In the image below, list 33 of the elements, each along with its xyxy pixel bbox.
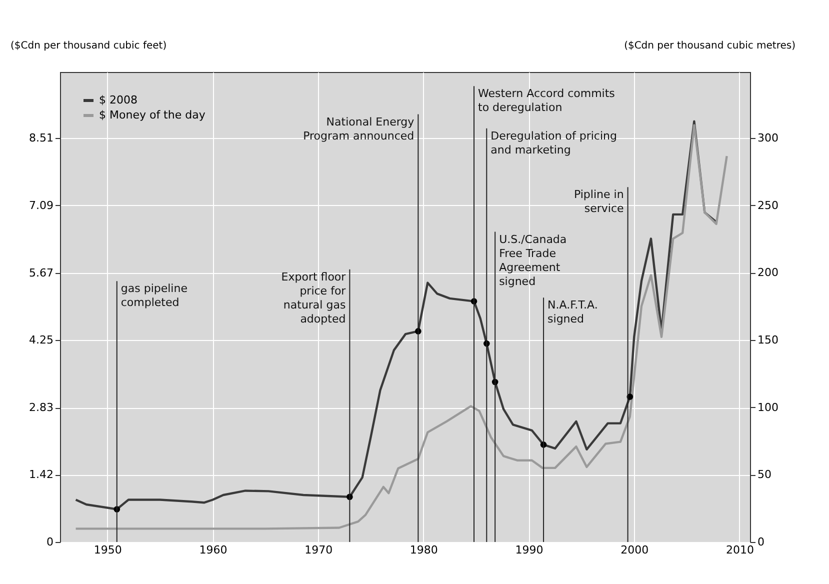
- y2-tick-label: 100: [758, 400, 778, 414]
- ref-line-label: gas pipeline completed: [120, 282, 188, 310]
- y-tick-label: 2.83: [29, 401, 54, 414]
- ref-line-label: Deregulation of pricing and marketing: [490, 129, 617, 156]
- x-tick-label: 1970: [304, 544, 333, 556]
- y-tick-label: 1.42: [29, 468, 54, 482]
- y-tick-label: 7.09: [29, 198, 54, 212]
- y-axis-title: ($Cdn per thousand cubic feet): [10, 40, 167, 52]
- y-tick-label: 8.51: [29, 131, 54, 144]
- y2-tick-label: 150: [758, 333, 778, 346]
- y2-tick-label: 50: [758, 468, 772, 482]
- legend-label: $ 2008: [99, 94, 138, 106]
- x-tick-label: 2010: [726, 544, 754, 556]
- y2-axis-title: ($Cdn per thousand cubic metres): [624, 40, 796, 52]
- x-tick-label: 1990: [515, 544, 544, 556]
- ref-line-label: N.A.F.T.A. signed: [548, 298, 598, 326]
- ref-line-label: Pipline in service: [574, 188, 624, 216]
- ref-line-label: Export floor price for natural gas adopted: [281, 270, 346, 326]
- ref-line-label: U.S./Canada Free Trade Agreement signed: [499, 232, 567, 288]
- y-tick-label: 5.67: [29, 266, 54, 280]
- x-tick-label: 1950: [94, 544, 122, 556]
- ref-line-label: National Energy Program announced: [303, 115, 415, 142]
- y2-tick-label: 300: [758, 131, 778, 144]
- x-tick-label: 1960: [199, 544, 228, 556]
- x-tick-label: 2000: [620, 544, 649, 556]
- legend-label: $ Money of the day: [99, 108, 206, 122]
- y-tick-label: 4.25: [29, 334, 54, 347]
- x-tick-label: 1980: [410, 544, 438, 556]
- y2-tick-label: 250: [758, 198, 778, 212]
- y2-tick-label: 200: [758, 266, 778, 280]
- ref-line-label: Western Accord commits to deregulation: [478, 87, 616, 114]
- y-tick-label: 0: [46, 536, 54, 548]
- y2-tick-label: 0: [758, 536, 764, 548]
